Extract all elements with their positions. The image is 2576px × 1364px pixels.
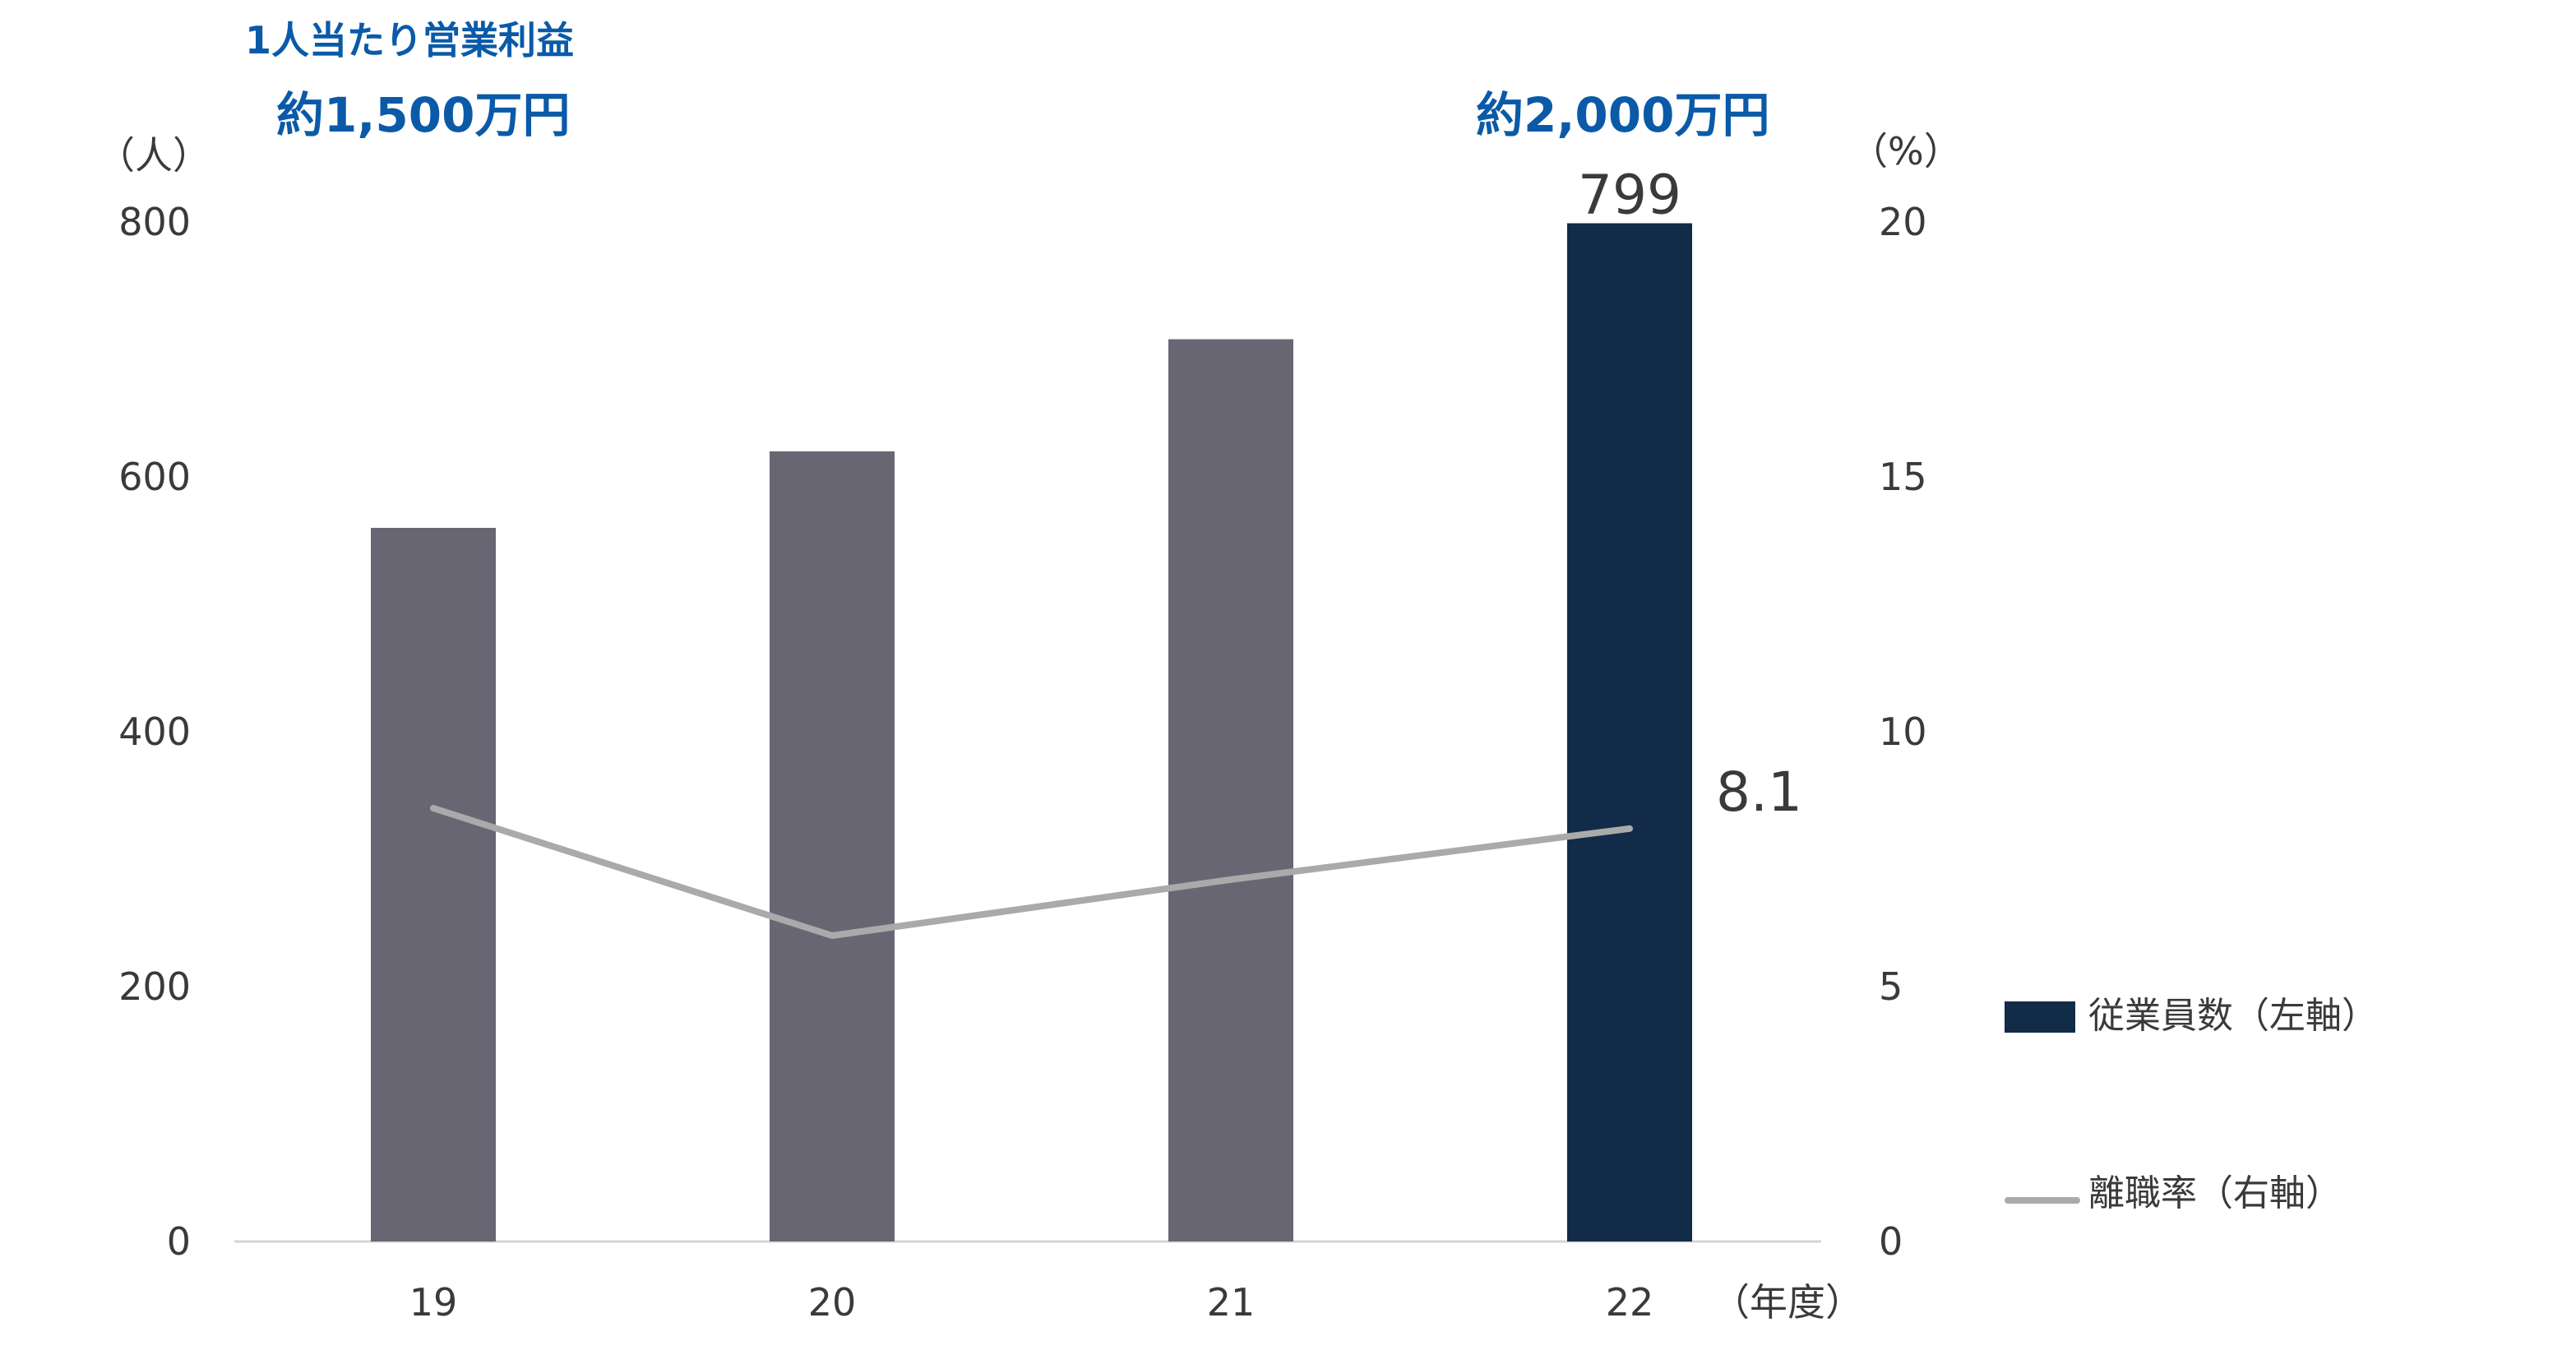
bar-series [371, 223, 1692, 1242]
x-tick-label: 22 [1606, 1280, 1654, 1325]
data-label: 799 [1578, 164, 1681, 227]
x-tick-label: 19 [409, 1280, 458, 1325]
left-tick-label: 600 [118, 455, 191, 499]
line-series [430, 805, 1633, 939]
right-tick-label: 15 [1879, 455, 1927, 499]
legend: 従業員数（左軸） 離職率（右軸） [2005, 995, 2378, 1214]
callout-right-value: 約2,000万円 [1476, 87, 1769, 143]
right-tick-label: 10 [1879, 710, 1927, 754]
legend-bar-label: 従業員数（左軸） [2088, 995, 2378, 1037]
bar [1567, 223, 1692, 1241]
callout-title: 1人当たり営業利益 [245, 18, 574, 62]
right-tick-label: 5 [1879, 964, 1903, 1009]
left-tick-label: 800 [118, 200, 191, 244]
x-axis-unit: （年度） [1712, 1280, 1863, 1325]
x-tick-label: 20 [808, 1280, 857, 1325]
x-axis-ticks: 19 20 21 22 [409, 1280, 1654, 1325]
left-tick-label: 200 [118, 964, 191, 1009]
left-axis-unit: （人） [97, 133, 210, 178]
left-tick-label: 0 [167, 1219, 191, 1264]
turnover-rate-line [430, 805, 1633, 939]
left-tick-label: 400 [118, 710, 191, 754]
data-labels: 799 8.1 [1578, 164, 1802, 824]
left-axis-ticks: 0 200 400 600 800 [118, 200, 191, 1264]
callout-left-value: 約1,500万円 [276, 87, 570, 143]
legend-line-label: 離職率（右軸） [2088, 1172, 2342, 1214]
right-tick-label: 20 [1879, 200, 1927, 244]
bar [371, 528, 496, 1241]
data-label: 8.1 [1716, 761, 1802, 824]
x-tick-label: 21 [1207, 1280, 1256, 1325]
bar [770, 451, 895, 1241]
bar [1168, 339, 1293, 1242]
legend-bar-swatch [2005, 1001, 2075, 1033]
right-tick-label: 0 [1879, 1219, 1903, 1264]
right-axis-unit: （%） [1850, 129, 1962, 173]
right-axis-ticks: 0 5 10 15 20 [1879, 200, 1927, 1264]
